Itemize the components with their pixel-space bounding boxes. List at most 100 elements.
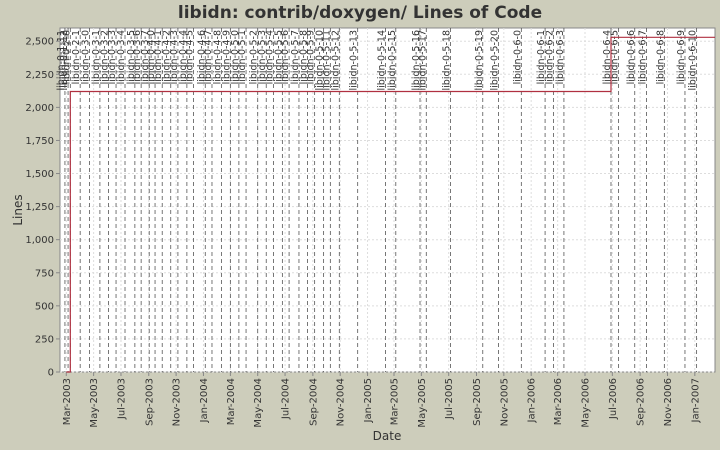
release-label: libidn-0-4-1 xyxy=(153,30,164,84)
y-tick-label: 1,250 xyxy=(25,202,54,213)
release-label: libidn-0-5-20 xyxy=(489,30,500,90)
release-label: libidn-0-4-3 xyxy=(169,30,180,84)
x-tick-label: Jul-2005 xyxy=(444,378,455,420)
release-label: libidn-0-5-11 xyxy=(321,30,332,90)
release-label: libidn-0-3-4 xyxy=(116,30,127,84)
release-label: libidn-0-3-5 xyxy=(126,30,137,84)
release-label: libidn-0-5-1 xyxy=(237,30,248,84)
release-label: libidn-0-3-2 xyxy=(99,30,110,84)
release-label: libidn-0-5-14 xyxy=(376,30,387,90)
y-tick-label: 250 xyxy=(35,334,54,345)
x-tick-label: Jul-2004 xyxy=(281,378,292,420)
y-tick-label: 2,000 xyxy=(25,103,54,114)
release-label: libidn-0-5-9 xyxy=(306,30,317,84)
release-label: libidn-0-3-0 xyxy=(81,30,92,84)
release-label: libidn-0-6-8 xyxy=(655,30,666,84)
release-label: libidn-0-4-7 xyxy=(203,30,214,84)
release-label: libidn-0-4-2 xyxy=(162,30,173,84)
release-label: libidn-0-4-9 xyxy=(221,30,232,84)
release-label: libidn-0-6-0 xyxy=(512,30,523,84)
release-label: libidn-0-3-7 xyxy=(140,30,151,84)
x-tick-label: Sep-2003 xyxy=(144,378,155,426)
release-label: libidn-0-3-1 xyxy=(91,30,102,84)
y-tick-label: 1,750 xyxy=(25,136,54,147)
y-tick-label: 500 xyxy=(35,301,54,312)
y-tick-label: 2,500 xyxy=(25,37,54,48)
y-tick-label: 0 xyxy=(48,368,54,379)
y-tick-label: 750 xyxy=(35,268,54,279)
x-tick-label: Mar-2006 xyxy=(553,378,564,425)
release-label: libidn-0-5-17 xyxy=(417,30,428,90)
x-tick-label: May-2005 xyxy=(417,378,428,428)
x-tick-label: Jan-2004 xyxy=(199,378,210,423)
release-label: libidn-0-2-1 xyxy=(71,30,82,84)
release-label: libidn-0-5-5 xyxy=(273,30,284,84)
x-tick-label: Jan-2005 xyxy=(363,378,374,423)
release-label: libidn-0-1-12 xyxy=(59,30,70,90)
release-label: libidn-0-6-10 xyxy=(688,30,699,90)
release-label: libidn-0-4-4 xyxy=(178,30,189,84)
x-axis: Mar-2003 May-2003 Jul-2003 Sep-2003 Nov-2003… xyxy=(62,372,701,428)
release-label: libidn-0-2-0 xyxy=(61,30,72,84)
x-tick-label: Mar-2005 xyxy=(390,378,401,425)
release-label: libidn-0-5-18 xyxy=(441,30,452,90)
y-axis-label: Lines xyxy=(11,194,25,225)
y-tick-label: 1,500 xyxy=(25,169,54,180)
release-label: libidn-0-4-6 xyxy=(196,30,207,84)
release-label: libidn-0-6-3 xyxy=(555,30,566,84)
x-tick-label: May-2004 xyxy=(253,378,264,428)
release-label: libidn-0-5-19 xyxy=(474,30,485,90)
series xyxy=(66,36,715,373)
x-tick-label: Sep-2005 xyxy=(472,378,483,426)
release-label: libidn-0-4-8 xyxy=(212,30,223,84)
release-label: libidn-0-1-11 xyxy=(56,30,67,90)
x-tick-label: Sep-2006 xyxy=(636,378,647,426)
loc-series-line xyxy=(66,36,715,373)
release-label: libidn-0-6-9 xyxy=(676,30,687,84)
x-tick-label: Mar-2003 xyxy=(62,378,73,425)
release-label: libidn-0-3-6 xyxy=(132,30,143,84)
release-label: libidn-0-5-16 xyxy=(411,30,422,90)
x-tick-label: May-2006 xyxy=(580,378,591,428)
y-axis: 0 250 500 750 1,000 1,250 1,500 1,750 2,000 2,250… xyxy=(25,37,60,379)
grid xyxy=(60,28,715,373)
release-label: libidn-0-5-13 xyxy=(349,30,360,90)
release-label: libidn-0-5-4 xyxy=(264,30,275,84)
release-label: libidn-0-4-5 xyxy=(185,30,196,84)
release-label: libidn-0-6-4 xyxy=(602,30,613,84)
y-tick-label: 2,250 xyxy=(25,70,54,81)
release-label: libidn-0-5-12 xyxy=(330,30,341,90)
release-label: libidn-0-5-15 xyxy=(387,30,398,90)
release-label: libidn-0-6-6 xyxy=(626,30,637,84)
release-label: libidn-0-5-8 xyxy=(298,30,309,84)
x-tick-label: Nov-2004 xyxy=(336,378,347,426)
x-tick-label: Nov-2006 xyxy=(663,378,674,426)
x-tick-label: Sep-2004 xyxy=(308,378,319,426)
plot-area xyxy=(59,27,716,373)
release-label: libidn-0-5-6 xyxy=(280,30,291,84)
release-label: libidn-0-3-3 xyxy=(107,30,118,84)
x-axis-label: Date xyxy=(373,429,402,443)
release-label: libidn-0-5-0 xyxy=(230,30,241,84)
release-label: libidn-0-6-1 xyxy=(536,30,547,84)
y-tick-label: 1,000 xyxy=(25,235,54,246)
x-tick-label: Jan-2007 xyxy=(690,378,701,423)
chart-title: libidn: contrib/doxygen/ Lines of Code xyxy=(178,3,542,23)
release-tags: libidn-0-1-11libidn-0-1-12libidn-0-2-0li… xyxy=(56,28,699,372)
x-tick-label: Mar-2004 xyxy=(226,378,237,425)
release-label: libidn-0-5-7 xyxy=(290,30,301,84)
release-label: libidn-0-6-5 xyxy=(610,30,621,84)
x-tick-label: Nov-2005 xyxy=(499,378,510,426)
x-tick-label: Jul-2003 xyxy=(116,378,127,420)
x-tick-label: Jan-2006 xyxy=(527,378,538,423)
release-label: libidn-0-6-7 xyxy=(637,30,648,84)
x-tick-label: May-2003 xyxy=(89,378,100,428)
x-tick-label: Jul-2006 xyxy=(608,378,619,420)
release-label: libidn-0-5-3 xyxy=(257,30,268,84)
release-label: libidn-0-5-2 xyxy=(249,30,260,84)
release-label: libidn-0-4-0 xyxy=(146,30,157,84)
release-label: libidn-0-5-10 xyxy=(315,30,326,90)
release-label: libidn-0-6-2 xyxy=(545,30,556,84)
x-tick-label: Nov-2003 xyxy=(172,378,183,426)
